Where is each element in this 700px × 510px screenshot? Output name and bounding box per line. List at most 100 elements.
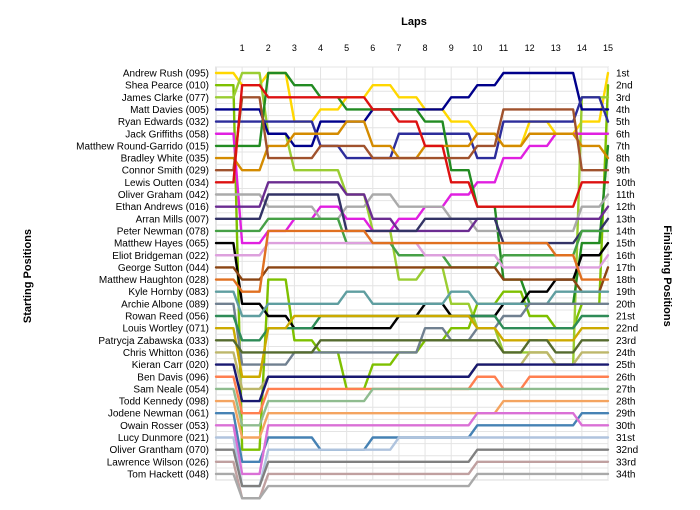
finishing-position-label: 23rd [616,336,636,347]
series-lines [214,71,610,500]
finishing-position-label: 18th [616,275,635,286]
finishing-position-label: 6th [616,129,630,140]
driver-name-label: Lucy Dunmore (021) [118,433,209,444]
finishing-positions-label: Finishing Positions [661,225,673,326]
series-line [214,472,610,500]
finishing-position-label: 4th [616,105,630,116]
driver-name-label: Andrew Rush (095) [123,69,209,80]
finishing-position-label: 24th [616,348,635,359]
finishing-position-label: 3rd [616,93,630,104]
driver-name-label: Jack Griffiths (058) [125,129,209,140]
driver-name-label: Matthew Haughton (028) [99,275,209,286]
lap-tick-label: 12 [525,43,535,53]
finishing-position-label: 16th [616,251,635,262]
lap-tick-label: 4 [318,43,323,53]
driver-name-label: Ethan Andrews (016) [116,202,209,213]
series-line [214,363,610,403]
driver-name-label: Kieran Carr (020) [132,360,209,371]
lap-tick-label: 3 [292,43,297,53]
lap-tick-label: 2 [266,43,271,53]
driver-name-label: Kyle Hornby (083) [128,287,209,298]
finishing-position-label: 33rd [616,457,636,468]
lap-tick-label: 7 [396,43,401,53]
driver-name-label: Shea Pearce (010) [125,81,209,92]
finishing-position-label: 34th [616,469,635,480]
driver-name-label: Bradley White (035) [121,154,209,165]
finishing-position-label: 21st [616,312,635,323]
lap-tick-label: 13 [551,43,561,53]
driver-name-label: Peter Newman (078) [117,226,209,237]
driver-name-label: Chris Whitton (036) [123,348,209,359]
series-line [214,229,610,293]
finishing-position-label: 8th [616,154,630,165]
finishing-position-label: 10th [616,178,635,189]
driver-name-label: Lewis Outten (034) [125,178,210,189]
lap-tick-label: 1 [240,43,245,53]
series-line [214,448,610,488]
driver-names: Andrew Rush (095)Shea Pearce (010)James … [76,69,209,481]
grid [215,66,609,481]
finishing-position-label: 14th [616,226,635,237]
finishing-labels: 1st2nd3rd4th5th6th7th8th9th10th11th12th1… [616,69,638,481]
series-line [214,339,610,354]
finishing-position-label: 32nd [616,445,638,456]
finishing-position-label: 25th [616,360,635,371]
lap-ticks: 1 2 3 4 5 6 7 8 9 10 11 12 13 14 15 [240,43,613,53]
driver-name-label: Rowan Reed (056) [125,312,209,323]
driver-name-label: Patrycja Zabawska (033) [98,336,209,347]
finishing-position-label: 17th [616,263,635,274]
finishing-position-label: 1st [616,69,630,80]
driver-name-label: Lawrence Wilson (026) [107,457,209,468]
driver-name-label: Eliot Bridgeman (022) [112,251,209,262]
lap-tick-label: 6 [370,43,375,53]
finishing-position-label: 7th [616,141,630,152]
lap-tick-label: 15 [603,43,613,53]
driver-name-label: Matthew Round-Garrido (015) [76,141,209,152]
driver-name-label: Ryan Edwards (032) [118,117,209,128]
series-line [214,193,610,233]
finishing-position-label: 9th [616,166,630,177]
starting-positions-label: Starting Positions [22,229,34,323]
lap-tick-label: 8 [423,43,428,53]
finishing-position-label: 27th [616,384,635,395]
lap-tick-label: 5 [344,43,349,53]
series-line [214,96,610,172]
driver-name-label: Jodene Newman (061) [108,409,209,420]
finishing-position-label: 26th [616,372,635,383]
finishing-position-label: 30th [616,421,635,432]
lap-tick-label: 14 [577,43,587,53]
series-line [214,217,610,269]
lap-tick-label: 11 [499,43,508,53]
driver-name-label: Ben Davis (096) [137,372,209,383]
lap-tick-label: 9 [449,43,454,53]
driver-name-label: Sam Neale (054) [133,384,209,395]
driver-name-label: James Clarke (077) [122,93,209,104]
series-line [214,460,610,500]
lap-tick-label: 10 [472,43,482,53]
series-line [214,83,610,208]
series-line [214,399,610,439]
series-line [214,387,610,427]
series-line [214,266,610,293]
driver-name-label: Matt Davies (005) [130,105,209,116]
driver-name-label: Owain Rosser (053) [120,421,209,432]
finishing-position-label: 12th [616,202,635,213]
series-line [214,302,610,366]
driver-name-label: Archie Albone (089) [121,299,209,310]
driver-name-label: Arran Mills (007) [136,214,209,225]
driver-name-label: Louis Wortley (071) [122,324,209,335]
finishing-position-label: 13th [616,214,635,225]
finishing-position-label: 22nd [616,324,638,335]
finishing-position-label: 15th [616,239,635,250]
finishing-position-label: 5th [616,117,630,128]
series-line [214,412,610,476]
finishing-position-label: 29th [616,409,635,420]
chart-title: Laps [401,16,427,28]
driver-name-label: George Sutton (044) [118,263,209,274]
driver-name-label: Connor Smith (029) [122,166,209,177]
driver-name-label: Matthew Hayes (065) [114,239,209,250]
driver-name-label: Oliver Graham (042) [118,190,209,201]
driver-name-label: Oliver Grantham (070) [110,445,209,456]
finishing-position-label: 28th [616,397,635,408]
